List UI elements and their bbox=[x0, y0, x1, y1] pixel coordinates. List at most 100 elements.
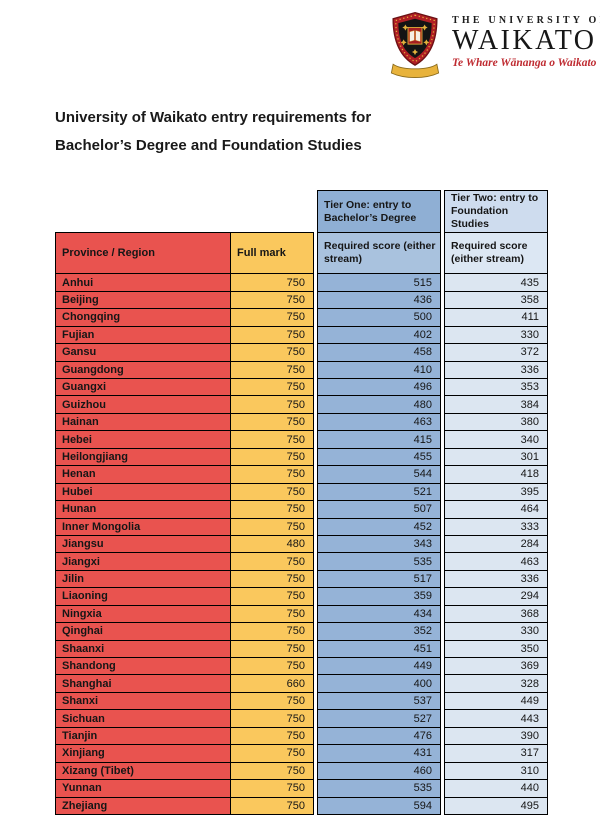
province-cell: Liaoning bbox=[55, 587, 231, 606]
table-row: Qinghai 750 352 330 bbox=[55, 622, 549, 641]
tier-one-score-cell: 496 bbox=[317, 377, 442, 397]
province-cell: Fujian bbox=[55, 325, 231, 345]
tier-one-score-cell: 507 bbox=[317, 500, 442, 519]
tier-two-score-cell: 464 bbox=[444, 500, 549, 519]
full-mark-cell: 750 bbox=[230, 447, 314, 467]
tier-two-required-score-header: Required score (either stream) bbox=[444, 232, 549, 275]
full-mark-cell: 750 bbox=[230, 779, 314, 798]
column-gap bbox=[313, 640, 318, 658]
column-gap bbox=[440, 709, 445, 728]
tier-two-score-cell: 350 bbox=[444, 639, 549, 659]
table-row: Sichuan 750 527 443 bbox=[55, 709, 549, 728]
tier-two-score-cell: 390 bbox=[444, 726, 549, 746]
full-mark-cell: 750 bbox=[230, 377, 314, 397]
column-gap bbox=[440, 587, 445, 606]
tier-two-score-cell: 294 bbox=[444, 587, 549, 606]
column-gap bbox=[313, 308, 318, 327]
column-gap bbox=[313, 744, 318, 763]
university-logo: THE UNIVERSITY OF WAIKATO Te Whare Wānan… bbox=[388, 10, 600, 80]
tier-one-required-score-header: Required score (either stream) bbox=[317, 232, 442, 275]
tier-two-score-cell: 372 bbox=[444, 343, 549, 362]
province-cell: Beijing bbox=[55, 290, 231, 310]
tier-one-score-cell: 480 bbox=[317, 395, 442, 414]
column-gap bbox=[440, 570, 445, 588]
province-cell: Shandong bbox=[55, 656, 231, 676]
tier-one-score-cell: 402 bbox=[317, 325, 442, 345]
table-row: Beijing 750 436 358 bbox=[55, 290, 549, 310]
tier-two-score-cell: 440 bbox=[444, 779, 549, 798]
table-row: Xizang (Tibet) 750 460 310 bbox=[55, 761, 549, 781]
tier-one-score-cell: 410 bbox=[317, 360, 442, 380]
tier-one-score-cell: 544 bbox=[317, 465, 442, 484]
tier-two-score-cell: 380 bbox=[444, 412, 549, 432]
table-row: Gansu 750 458 372 bbox=[55, 343, 549, 362]
tier-one-score-cell: 455 bbox=[317, 447, 442, 467]
province-cell: Zhejiang bbox=[55, 796, 231, 815]
tier-two-score-cell: 330 bbox=[444, 622, 549, 641]
table-row: Jiangxi 750 535 463 bbox=[55, 552, 549, 571]
column-gap bbox=[313, 552, 318, 571]
full-mark-cell: 750 bbox=[230, 709, 314, 728]
province-cell: Sichuan bbox=[55, 709, 231, 728]
tier-two-score-cell: 284 bbox=[444, 534, 549, 554]
tier-two-header: Tier Two: entry to Foundation Studies bbox=[444, 189, 549, 234]
column-gap bbox=[313, 500, 318, 518]
blank-header-cell bbox=[55, 190, 318, 233]
tier-two-score-cell: 330 bbox=[444, 325, 549, 345]
tier-one-score-cell: 517 bbox=[317, 569, 442, 589]
tier-two-score-cell: 418 bbox=[444, 465, 549, 484]
province-cell: Hainan bbox=[55, 412, 231, 432]
province-cell: Ningxia bbox=[55, 604, 231, 624]
tier-one-score-cell: 343 bbox=[317, 534, 442, 554]
column-gap bbox=[440, 448, 445, 466]
province-cell: Jiangsu bbox=[55, 534, 231, 554]
tier-two-score-cell: 317 bbox=[444, 744, 549, 763]
column-gap bbox=[313, 587, 318, 606]
province-cell: Shanghai bbox=[55, 674, 231, 693]
column-gap bbox=[440, 308, 445, 327]
full-mark-cell: 750 bbox=[230, 482, 314, 502]
full-mark-cell: 750 bbox=[230, 744, 314, 763]
column-gap bbox=[313, 779, 318, 797]
full-mark-cell: 750 bbox=[230, 726, 314, 746]
province-cell: Chongqing bbox=[55, 308, 231, 327]
tier-one-score-cell: 535 bbox=[317, 779, 442, 798]
full-mark-cell: 750 bbox=[230, 412, 314, 432]
column-gap bbox=[440, 413, 445, 431]
column-gap bbox=[440, 692, 445, 710]
table-row: Ningxia 750 434 368 bbox=[55, 604, 549, 624]
full-mark-cell: 750 bbox=[230, 343, 314, 362]
tier-two-score-cell: 358 bbox=[444, 290, 549, 310]
tier-one-score-cell: 415 bbox=[317, 430, 442, 449]
column-gap bbox=[440, 657, 445, 675]
province-cell: Henan bbox=[55, 465, 231, 484]
table-row: Shanghai 660 400 328 bbox=[55, 674, 549, 693]
column-gap bbox=[313, 361, 318, 379]
page-title: University of Waikato entry requirements… bbox=[55, 104, 371, 160]
column-gap bbox=[440, 518, 445, 536]
tier-two-score-cell: 310 bbox=[444, 761, 549, 781]
column-gap bbox=[313, 430, 318, 449]
full-mark-cell: 750 bbox=[230, 796, 314, 815]
column-gap bbox=[313, 326, 318, 344]
column-gap bbox=[313, 448, 318, 466]
column-gap bbox=[440, 395, 445, 414]
tier-two-score-cell: 328 bbox=[444, 674, 549, 693]
tier-two-score-cell: 333 bbox=[444, 517, 549, 536]
tier-one-header: Tier One: entry to Bachelor’s Degree bbox=[317, 189, 442, 234]
page-title-line1: University of Waikato entry requirements… bbox=[55, 109, 372, 126]
tier-one-score-cell: 515 bbox=[317, 273, 442, 292]
province-cell: Guizhou bbox=[55, 395, 231, 414]
tier-one-score-cell: 436 bbox=[317, 290, 442, 310]
table-row: Fujian 750 402 330 bbox=[55, 325, 549, 345]
tier-one-score-cell: 458 bbox=[317, 343, 442, 362]
university-name-main: WAIKATO bbox=[452, 25, 597, 56]
column-gap bbox=[313, 291, 318, 309]
full-mark-header: Full mark bbox=[230, 232, 314, 275]
requirements-table-container: Tier One: entry to Bachelor’s Degree Tie… bbox=[55, 189, 549, 815]
tier-two-score-cell: 301 bbox=[444, 447, 549, 467]
table-row: Hainan 750 463 380 bbox=[55, 412, 549, 432]
province-cell: Qinghai bbox=[55, 622, 231, 641]
tier-two-score-cell: 340 bbox=[444, 430, 549, 449]
province-cell: Hunan bbox=[55, 500, 231, 519]
